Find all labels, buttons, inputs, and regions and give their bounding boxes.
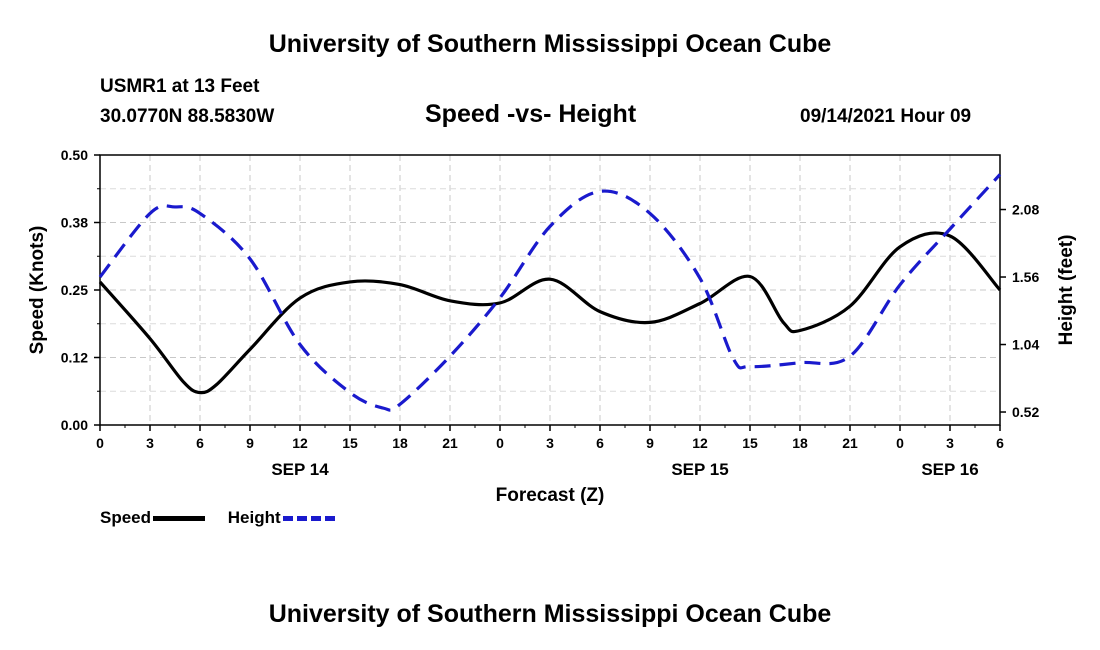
x-tick-label: 12 [292,435,308,451]
x-tick-label: 0 [496,435,504,451]
y-right-tick-label: 1.04 [1012,337,1039,353]
x-tick-label: 0 [896,435,904,451]
legend-height-swatch [282,515,335,521]
x-tick-label: 12 [692,435,708,451]
legend-item-height: Height [228,508,335,528]
x-tick-label: 21 [442,435,458,451]
legend-height-label: Height [227,508,281,527]
x-axis-title: Forecast (Z) [496,485,605,506]
y-left-axis-title: Speed (Knots) [27,226,48,355]
x-tick-label: 3 [546,435,554,451]
station-label: USMR1 at 13 Feet [100,76,260,97]
x-tick-label: 18 [792,435,808,451]
x-tick-label: 18 [392,435,408,451]
y-left-tick-label: 0.38 [61,215,88,231]
station-coordinates: 30.0770N 88.5830W [100,106,275,127]
axis-labels: 0 3 6 9 12 15 18 21 0 3 6 9 12 15 18 21 0 3 6 0.00 0.12 0.25 0… [27,147,1077,506]
forecast-datetime: 09/14/2021 Hour 09 [800,106,972,127]
footer-title: University of Southern Mississippi Ocean… [268,600,832,628]
legend-item-speed: Speed [100,508,206,528]
x-tick-label: 6 [196,435,204,451]
y-right-axis-title: Height (feet) [1056,235,1077,346]
chart-title: Speed -vs- Height [425,100,637,128]
x-tick-label: 15 [742,435,758,451]
y-left-tick-label: 0.00 [61,417,88,433]
axes [94,154,1006,431]
series [98,173,1002,412]
legend: Speed Height [100,508,353,528]
y-right-tick-label: 1.56 [1012,269,1039,285]
series-line-height [98,173,1002,412]
x-tick-label: 6 [596,435,604,451]
x-tick-label: 9 [246,435,254,451]
date-label: SEP 15 [671,460,728,479]
x-tick-label: 15 [342,435,358,451]
legend-speed-swatch [153,515,206,521]
x-tick-label: 21 [842,435,858,451]
y-left-tick-label: 0.25 [61,282,88,298]
x-tick-label: 6 [996,435,1004,451]
date-label: SEP 14 [271,460,329,479]
x-tick-label: 0 [96,435,104,451]
y-left-tick-label: 0.12 [61,350,88,366]
legend-speed-label: Speed [100,508,152,527]
grid [100,155,1000,425]
date-label: SEP 16 [921,460,978,479]
x-tick-label: 3 [146,435,154,451]
series-line-speed [98,231,1002,395]
y-right-tick-label: 0.52 [1012,404,1039,420]
y-left-tick-label: 0.50 [61,147,88,163]
x-tick-label: 9 [646,435,654,451]
y-right-tick-label: 2.08 [1012,202,1039,218]
x-tick-label: 3 [946,435,954,451]
page-title: University of Southern Mississippi Ocean… [268,30,832,58]
